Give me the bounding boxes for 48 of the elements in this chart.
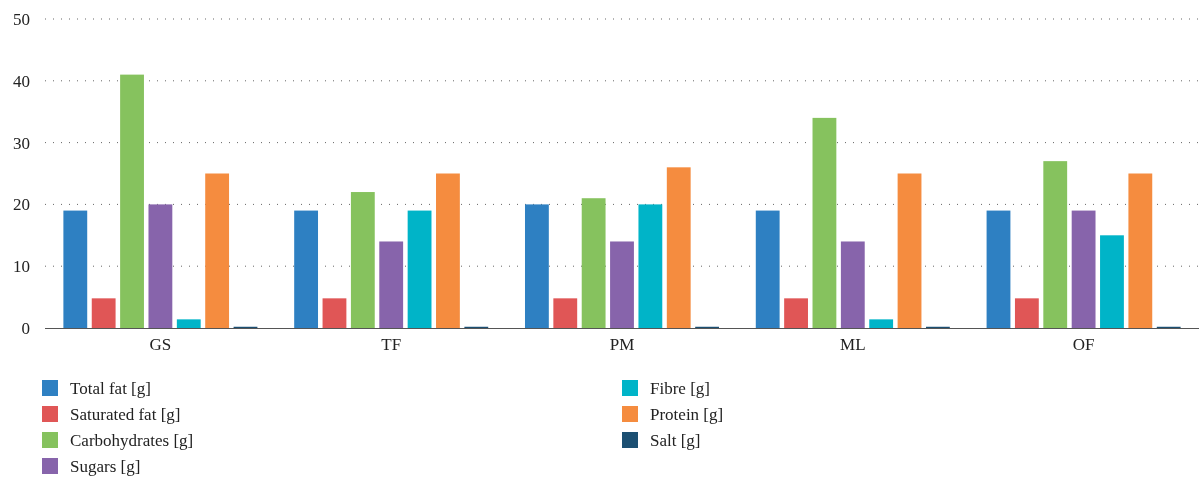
legend-label: Total fat [g]: [70, 378, 151, 398]
bar: [379, 241, 404, 328]
y-tick-label: 10: [13, 257, 30, 277]
bar: [148, 204, 173, 328]
legend-label: Saturated fat [g]: [70, 404, 181, 424]
legend-label: Protein [g]: [650, 404, 724, 424]
bar: [666, 167, 691, 328]
bar: [1014, 298, 1039, 328]
y-tick-label: 0: [21, 318, 30, 338]
bar: [1071, 210, 1096, 328]
bar: [610, 241, 634, 328]
bar: [897, 173, 922, 328]
bar: [840, 241, 865, 328]
bar: [1043, 161, 1068, 328]
y-tick-label: 20: [13, 195, 30, 215]
y-tick-label: 50: [13, 9, 30, 29]
x-tick-label: ML: [840, 335, 866, 354]
x-tick-label: TF: [381, 335, 402, 354]
bar: [1128, 173, 1153, 328]
legend-label: Sugars [g]: [70, 456, 141, 476]
y-tick-label: 40: [13, 71, 30, 91]
x-tick-label: PM: [609, 335, 635, 354]
y-tick-label: 30: [13, 133, 30, 153]
bar: [638, 204, 663, 328]
bar: [350, 192, 375, 328]
bar: [524, 204, 549, 328]
bar: [176, 319, 201, 328]
bar: [120, 74, 144, 328]
bar: [91, 298, 116, 328]
x-tick-label: GS: [149, 335, 172, 354]
bar: [63, 210, 88, 328]
bar: [407, 210, 432, 328]
bar: [812, 117, 837, 328]
bar: [755, 210, 780, 328]
bar: [581, 198, 606, 328]
bar: [205, 173, 230, 328]
bar: [784, 298, 808, 328]
legend-label: Salt [g]: [650, 430, 701, 450]
legend-label: Fibre [g]: [650, 378, 710, 398]
bar: [1100, 235, 1124, 328]
bar: [553, 298, 578, 328]
bar: [986, 210, 1011, 328]
bar: [436, 173, 460, 328]
bar: [294, 210, 319, 328]
legend-label: Carbohydrates [g]: [70, 430, 194, 450]
bar: [322, 298, 347, 328]
bar: [869, 319, 894, 328]
x-tick-label: OF: [1072, 335, 1095, 354]
